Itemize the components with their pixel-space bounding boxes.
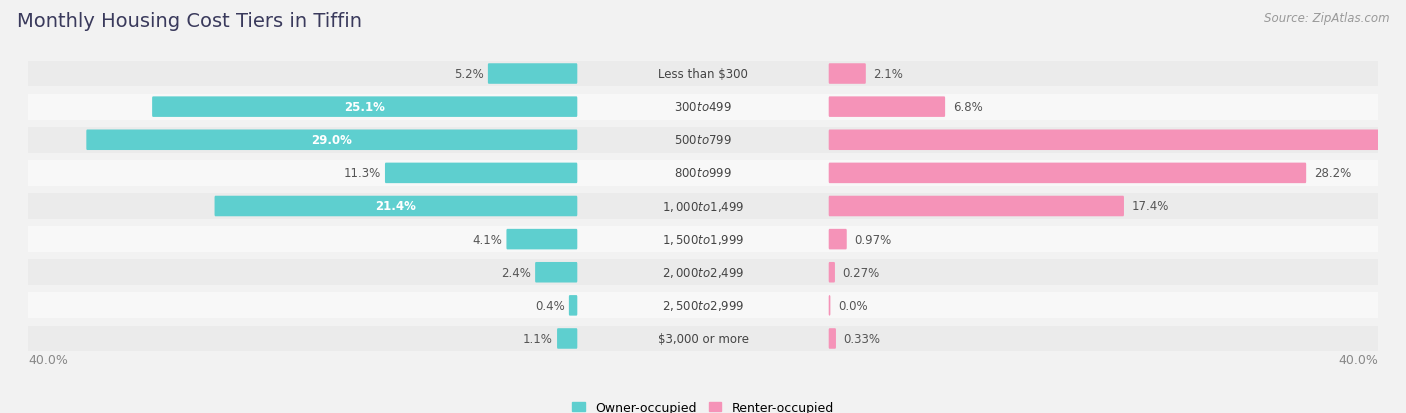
FancyBboxPatch shape (86, 130, 578, 151)
FancyBboxPatch shape (488, 64, 578, 85)
FancyBboxPatch shape (506, 229, 578, 250)
Text: $500 to $799: $500 to $799 (673, 134, 733, 147)
Text: 17.4%: 17.4% (1132, 200, 1168, 213)
Text: $300 to $499: $300 to $499 (673, 101, 733, 114)
Text: Source: ZipAtlas.com: Source: ZipAtlas.com (1264, 12, 1389, 25)
FancyBboxPatch shape (215, 196, 578, 217)
FancyBboxPatch shape (536, 262, 578, 283)
FancyBboxPatch shape (557, 328, 578, 349)
Bar (20, 293, 1386, 318)
Text: 28.2%: 28.2% (1313, 167, 1351, 180)
Text: 0.4%: 0.4% (534, 299, 565, 312)
Bar (20, 62, 1386, 87)
FancyBboxPatch shape (828, 262, 835, 283)
Text: 21.4%: 21.4% (375, 200, 416, 213)
Text: 29.0%: 29.0% (311, 134, 353, 147)
FancyBboxPatch shape (828, 64, 866, 85)
Bar (20, 128, 1386, 153)
Text: Less than $300: Less than $300 (658, 68, 748, 81)
FancyBboxPatch shape (828, 328, 837, 349)
Text: 0.97%: 0.97% (855, 233, 891, 246)
Bar (20, 227, 1386, 252)
FancyBboxPatch shape (152, 97, 578, 118)
Text: 2.4%: 2.4% (501, 266, 531, 279)
Text: 25.1%: 25.1% (344, 101, 385, 114)
FancyBboxPatch shape (828, 295, 831, 316)
Text: $800 to $999: $800 to $999 (673, 167, 733, 180)
Bar (20, 194, 1386, 219)
Text: 0.27%: 0.27% (842, 266, 880, 279)
Bar (20, 326, 1386, 351)
Text: 40.0%: 40.0% (1339, 353, 1378, 366)
Bar (20, 95, 1386, 120)
Text: 6.8%: 6.8% (953, 101, 983, 114)
FancyBboxPatch shape (828, 196, 1123, 217)
Text: Monthly Housing Cost Tiers in Tiffin: Monthly Housing Cost Tiers in Tiffin (17, 12, 361, 31)
Text: 40.0%: 40.0% (28, 353, 67, 366)
FancyBboxPatch shape (828, 229, 846, 250)
Text: $3,000 or more: $3,000 or more (658, 332, 748, 345)
Text: 5.2%: 5.2% (454, 68, 484, 81)
Text: 0.0%: 0.0% (838, 299, 868, 312)
Text: $2,500 to $2,999: $2,500 to $2,999 (662, 299, 744, 313)
FancyBboxPatch shape (828, 97, 945, 118)
Text: 0.33%: 0.33% (844, 332, 880, 345)
FancyBboxPatch shape (828, 163, 1306, 184)
FancyBboxPatch shape (385, 163, 578, 184)
Text: 1.1%: 1.1% (523, 332, 553, 345)
FancyBboxPatch shape (828, 130, 1406, 151)
Legend: Owner-occupied, Renter-occupied: Owner-occupied, Renter-occupied (572, 401, 834, 413)
Text: 11.3%: 11.3% (343, 167, 381, 180)
Text: $1,500 to $1,999: $1,500 to $1,999 (662, 233, 744, 247)
FancyBboxPatch shape (569, 295, 578, 316)
Text: 2.1%: 2.1% (873, 68, 903, 81)
Bar (20, 161, 1386, 186)
Text: $2,000 to $2,499: $2,000 to $2,499 (662, 266, 744, 280)
Text: $1,000 to $1,499: $1,000 to $1,499 (662, 199, 744, 214)
Text: 4.1%: 4.1% (472, 233, 502, 246)
Bar (20, 260, 1386, 285)
